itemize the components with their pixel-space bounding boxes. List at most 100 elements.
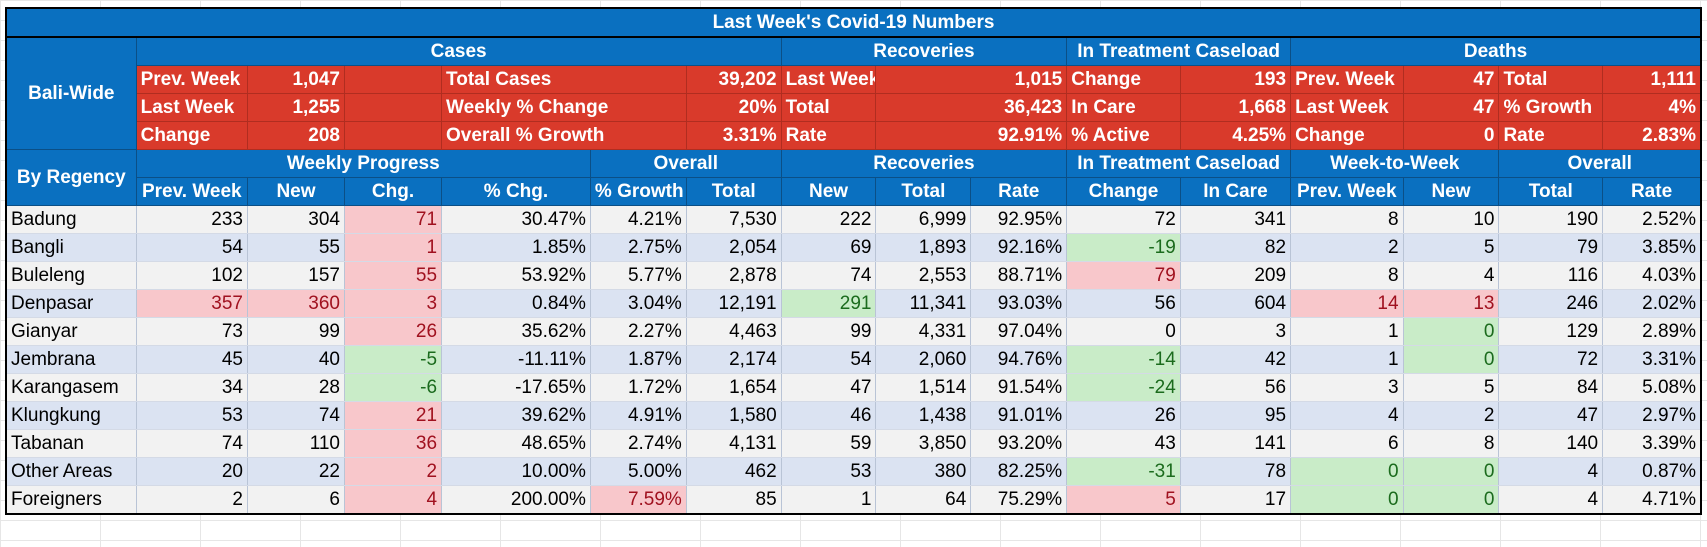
table-cell: 56: [1179, 373, 1292, 402]
table-cell: 13: [1402, 289, 1500, 318]
regency-group: Recoveries: [780, 149, 1068, 178]
bali-wide-cell: Prev. Week: [135, 65, 248, 94]
table-cell: 46: [780, 401, 877, 430]
table-cell: 93.20%: [970, 429, 1068, 458]
table-cell: 53: [780, 457, 877, 486]
table-cell: 42: [1179, 345, 1292, 374]
table-cell: 3: [1179, 317, 1292, 346]
table-cell: 2.74%: [589, 429, 687, 458]
table-cell: 85: [685, 485, 782, 515]
bali-wide-cell: 1,668: [1179, 93, 1292, 122]
table-cell: 341: [1179, 205, 1292, 234]
bali-wide-cell: 4%: [1602, 93, 1703, 122]
regency-name: Jembrana: [4, 345, 137, 374]
bali-wide-cell: 36,423: [875, 93, 1068, 122]
bali-wide-cell: Overall % Growth: [441, 121, 687, 150]
table-cell: 12,191: [685, 289, 782, 318]
table-cell: 2.89%: [1602, 317, 1703, 346]
table-cell: 209: [1179, 261, 1292, 290]
table-cell: 1.85%: [441, 233, 591, 262]
column-header: Total: [685, 177, 782, 206]
table-cell: -31: [1066, 457, 1181, 486]
table-cell: 291: [780, 289, 877, 318]
table-cell: 28: [246, 373, 346, 402]
bali-wide-cell: [343, 121, 443, 150]
bali-wide-row: Prev. Week 1,047 Total Cases 39,202 Last Wee…: [6, 65, 1703, 94]
table-cell: -14: [1066, 345, 1181, 374]
table-cell: 4: [1498, 485, 1604, 515]
table-cell: 2,060: [875, 345, 972, 374]
bali-wide-cell: Weekly % Change: [441, 93, 687, 122]
table-row: Denpasar 357 360 3 0.84% 3.04% 12,191 291 11,341…: [4, 289, 1703, 318]
by-regency-label: By Regency: [4, 149, 137, 206]
table-cell: 0.87%: [1602, 457, 1703, 486]
table-row: Foreigners 2 6 4 200.00% 7.59% 85 1 64 75.29% 5 17 0…: [4, 485, 1703, 515]
table-cell: 53: [135, 401, 248, 430]
covid-summary-table: Last Week's Covid-19 Numbers Bali-Wide C…: [4, 7, 1703, 515]
table-cell: 222: [780, 205, 877, 234]
table-cell: 200.00%: [441, 485, 591, 515]
table-cell: 4,131: [685, 429, 782, 458]
table-cell: 11,341: [875, 289, 972, 318]
table-cell: 30.47%: [441, 205, 591, 234]
table-cell: 3: [1290, 373, 1404, 402]
regency-name: Badung: [4, 205, 137, 234]
table-cell: 75.29%: [970, 485, 1068, 515]
table-cell: 92.16%: [970, 233, 1068, 262]
regency-name: Denpasar: [4, 289, 137, 318]
table-cell: 5: [1066, 485, 1181, 515]
table-cell: 1,438: [875, 401, 972, 430]
column-header: % Growth: [589, 177, 687, 206]
bali-wide-cell: 0: [1402, 121, 1500, 150]
table-cell: 2,054: [685, 233, 782, 262]
column-header: New: [1402, 177, 1500, 206]
table-cell: 3,850: [875, 429, 972, 458]
table-cell: 26: [1066, 401, 1181, 430]
bali-wide-cell: 1,255: [246, 93, 346, 122]
regency-group: Overall: [1498, 149, 1703, 178]
table-cell: 74: [780, 261, 877, 290]
table-cell: 17: [1179, 485, 1292, 515]
table-cell: 39.62%: [441, 401, 591, 430]
table-cell: 0.84%: [441, 289, 591, 318]
bali-wide-cell: 4.25%: [1179, 121, 1292, 150]
table-cell: 88.71%: [970, 261, 1068, 290]
table-cell: 6: [1290, 429, 1404, 458]
table-row: Tabanan 74 110 36 48.65% 2.74% 4,131 59 3,850 93.…: [4, 429, 1703, 458]
table-cell: 47: [1498, 401, 1604, 430]
table-cell: 1.87%: [589, 345, 687, 374]
table-cell: 43: [1066, 429, 1181, 458]
table-cell: 0: [1402, 317, 1500, 346]
table-cell: 91.54%: [970, 373, 1068, 402]
bali-wide-cell: Last Week: [135, 93, 248, 122]
column-header: Rate: [1602, 177, 1703, 206]
table-cell: 72: [1066, 205, 1181, 234]
table-cell: 72: [1498, 345, 1604, 374]
table-cell: -19: [1066, 233, 1181, 262]
table-cell: 4: [1290, 401, 1404, 430]
table-cell: 22: [246, 457, 346, 486]
bali-wide-cell: 3.31%: [685, 121, 782, 150]
table-cell: 99: [780, 317, 877, 346]
table-cell: 2: [1402, 401, 1500, 430]
table-cell: 233: [135, 205, 248, 234]
table-cell: 102: [135, 261, 248, 290]
table-cell: 79: [1066, 261, 1181, 290]
table-row: Other Areas 20 22 2 10.00% 5.00% 462 53 380 82.25…: [4, 457, 1703, 486]
column-header: New: [246, 177, 346, 206]
bali-wide-row: Last Week 1,255 Weekly % Change 20% Total 36,…: [6, 93, 1703, 122]
column-header: Total: [1498, 177, 1604, 206]
table-cell: 20: [135, 457, 248, 486]
table-cell: 36: [343, 429, 443, 458]
table-cell: 59: [780, 429, 877, 458]
table-cell: 4: [343, 485, 443, 515]
table-cell: 35.62%: [441, 317, 591, 346]
table-cell: 110: [246, 429, 346, 458]
column-header: % Chg.: [441, 177, 591, 206]
table-cell: 8: [1290, 261, 1404, 290]
table-cell: 140: [1498, 429, 1604, 458]
table-cell: 129: [1498, 317, 1604, 346]
table-cell: 2.27%: [589, 317, 687, 346]
table-cell: 1: [343, 233, 443, 262]
table-cell: 54: [780, 345, 877, 374]
